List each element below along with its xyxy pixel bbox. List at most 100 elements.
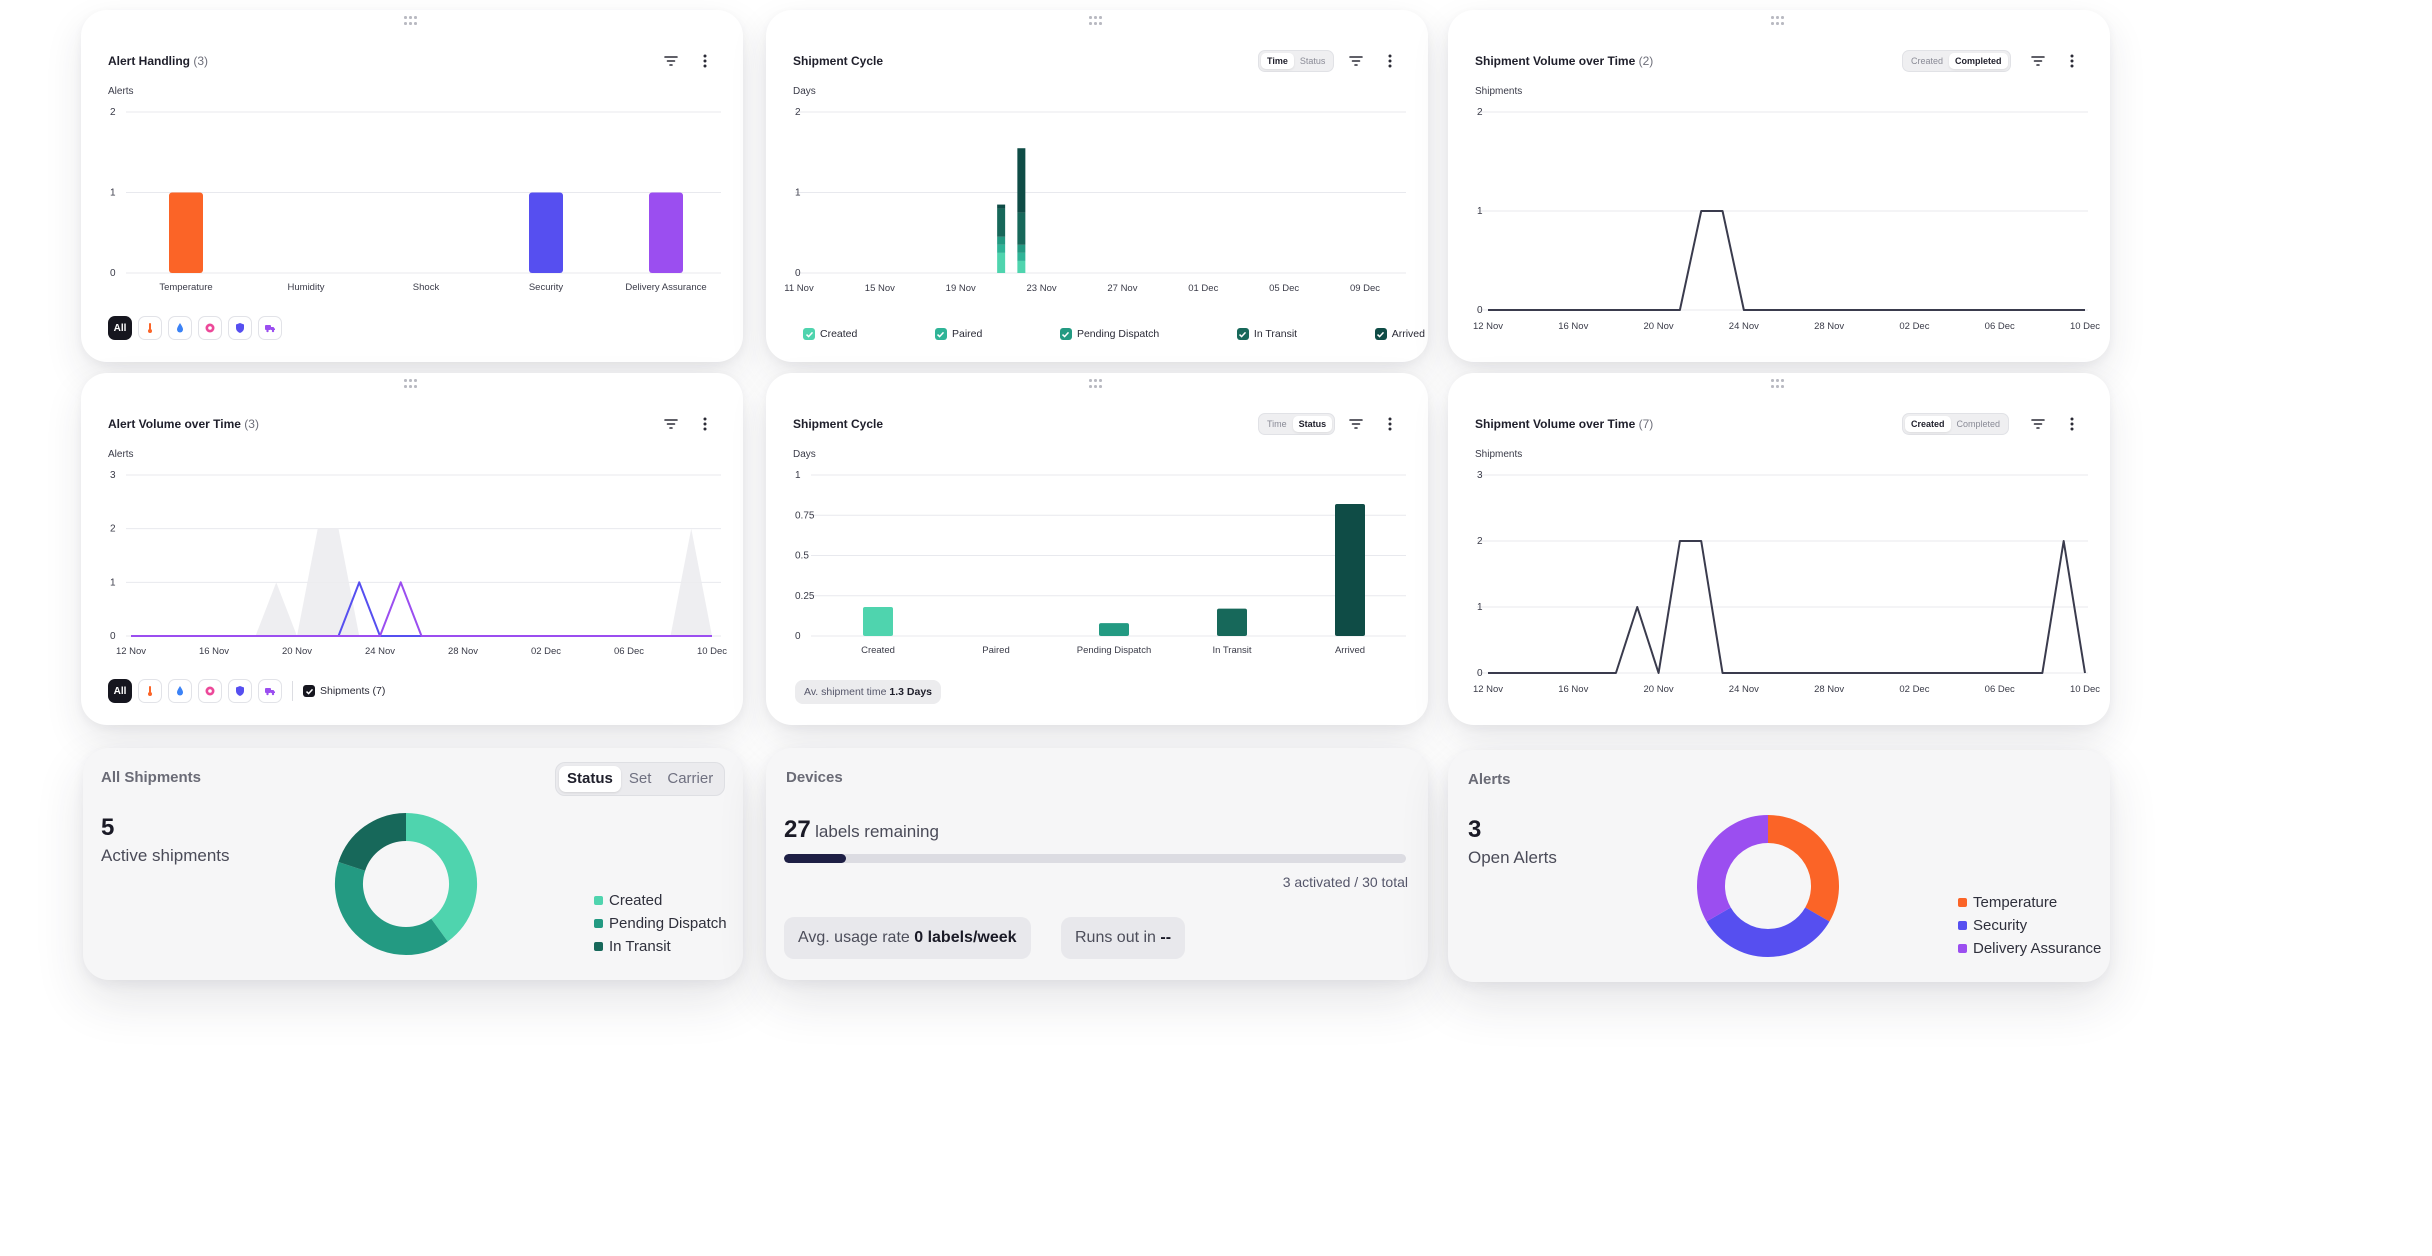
drag-handle[interactable] (404, 16, 420, 28)
toggle-set[interactable]: Set (628, 770, 652, 787)
open-alerts-count: 3 (1468, 816, 1482, 843)
more-menu-icon[interactable] (1380, 51, 1400, 71)
thermometer-icon[interactable] (138, 316, 162, 340)
toggle-created[interactable]: Created (1911, 56, 1944, 66)
legend-item-paired[interactable]: Paired (934, 328, 982, 340)
legend-item-pending-dispatch[interactable]: Pending Dispatch (1059, 328, 1159, 340)
delivery-truck-icon[interactable] (258, 679, 282, 703)
bar-temperature (169, 192, 203, 273)
filter-icon[interactable] (1346, 414, 1366, 434)
bar-arrived (1335, 503, 1365, 636)
x-tick-label: 24 Nov (1729, 321, 1759, 332)
filter-all-button[interactable]: All (108, 679, 132, 703)
bar-segment-in_transit (997, 208, 1006, 237)
drag-handle[interactable] (404, 379, 420, 391)
legend-item-created[interactable]: Created (803, 328, 857, 340)
active-shipments-count: 5 (101, 814, 115, 841)
y-tick-label: 0 (795, 631, 801, 642)
y-tick-label: 2 (110, 107, 116, 118)
y-tick-label: 0 (1477, 668, 1483, 679)
droplet-icon[interactable] (168, 316, 192, 340)
series-line-delivery-assurance (131, 581, 712, 637)
more-menu-icon[interactable] (1380, 414, 1400, 434)
x-tick-label: 16 Nov (199, 646, 229, 657)
toggle-status[interactable]: Status (1292, 416, 1333, 432)
toggle-completed[interactable]: Completed (1949, 53, 2008, 69)
filter-icon[interactable] (661, 414, 681, 434)
shield-icon[interactable] (228, 316, 252, 340)
y-tick-label: 1 (795, 470, 801, 481)
x-tick-label: 20 Nov (1644, 684, 1674, 695)
alert-type-filter: All Shipments (7) (108, 679, 385, 703)
runs-out-badge: Runs out in -- (1061, 917, 1186, 959)
x-tick-label: Arrived (1335, 645, 1365, 656)
x-tick-label: Temperature (159, 282, 212, 293)
x-tick-label: Humidity (288, 282, 325, 293)
drag-handle[interactable] (1089, 379, 1105, 391)
bar-segment-paired (997, 244, 1006, 253)
y-axis-label: Shipments (1475, 449, 1522, 460)
filter-icon[interactable] (2028, 414, 2048, 434)
filter-icon[interactable] (1346, 51, 1366, 71)
more-menu-icon[interactable] (695, 414, 715, 434)
divider (292, 681, 293, 701)
y-tick-label: 1 (110, 577, 116, 588)
more-menu-icon[interactable] (2062, 51, 2082, 71)
drag-handle[interactable] (1771, 16, 1787, 28)
x-tick-label: 15 Nov (865, 283, 895, 294)
bar-in-transit (1217, 608, 1247, 636)
x-tick-label: 02 Dec (1899, 684, 1929, 695)
card-title: Devices (786, 769, 843, 786)
x-tick-label: 01 Dec (1188, 283, 1218, 294)
view-toggle: Time Status (1258, 413, 1336, 435)
bar-security (529, 192, 563, 273)
toggle-time[interactable]: Time (1261, 53, 1294, 69)
donut-slice-pending-dispatch (335, 862, 448, 955)
y-tick-label: 0.25 (795, 591, 815, 602)
toggle-status[interactable]: Status (1299, 56, 1326, 66)
legend-label: Created (820, 328, 858, 340)
bar-segment-pending (997, 236, 1006, 245)
open-alerts-label: Open Alerts (1468, 848, 1557, 867)
y-axis-label: Days (793, 86, 816, 97)
toggle-carrier[interactable]: Carrier (667, 770, 714, 787)
toggle-completed[interactable]: Completed (1956, 419, 2001, 429)
drag-handle[interactable] (1771, 379, 1787, 391)
x-tick-label: 02 Dec (1899, 321, 1929, 332)
x-tick-label: 12 Nov (1473, 684, 1503, 695)
legend-item-in-transit[interactable]: In Transit (1236, 328, 1297, 340)
droplet-icon[interactable] (168, 679, 192, 703)
toggle-time[interactable]: Time (1267, 419, 1287, 429)
shipments-overlay-toggle[interactable]: Shipments (7) (303, 685, 385, 697)
toggle-created[interactable]: Created (1905, 416, 1951, 432)
alert-handling-card: Alert Handling (3) Alerts 0 1 2 Temperature H… (81, 10, 743, 362)
shield-icon[interactable] (228, 679, 252, 703)
avg-shipment-time-badge: Av. shipment time 1.3 Days (795, 680, 942, 704)
delivery-truck-icon[interactable] (258, 316, 282, 340)
series-line (1488, 540, 2086, 674)
card-title: Shipment Cycle (793, 54, 884, 68)
card-title: Shipment Volume over Time (7) (1475, 417, 1654, 431)
more-menu-icon[interactable] (695, 51, 715, 71)
x-tick-label: 12 Nov (116, 646, 146, 657)
filter-icon[interactable] (661, 51, 681, 71)
shock-icon[interactable] (198, 316, 222, 340)
progress-fill (784, 854, 847, 863)
bar-created (863, 607, 893, 636)
drag-handle[interactable] (1089, 16, 1105, 28)
legend-item-arrived[interactable]: Arrived (1374, 328, 1425, 340)
y-tick-label: 0 (110, 268, 116, 279)
thermometer-icon[interactable] (138, 679, 162, 703)
filter-icon[interactable] (2028, 51, 2048, 71)
y-tick-label: 2 (1477, 536, 1483, 547)
filter-all-button[interactable]: All (108, 316, 132, 340)
legend-item-in-transit: In Transit (594, 938, 727, 955)
toggle-status[interactable]: Status (559, 766, 621, 792)
x-tick-label: 10 Dec (2070, 684, 2100, 695)
shock-icon[interactable] (198, 679, 222, 703)
series-line (1488, 210, 2085, 311)
legend-label: Pending Dispatch (609, 915, 727, 932)
more-menu-icon[interactable] (2062, 414, 2082, 434)
x-tick-label: 20 Nov (282, 646, 312, 657)
checkbox-icon (303, 685, 315, 697)
